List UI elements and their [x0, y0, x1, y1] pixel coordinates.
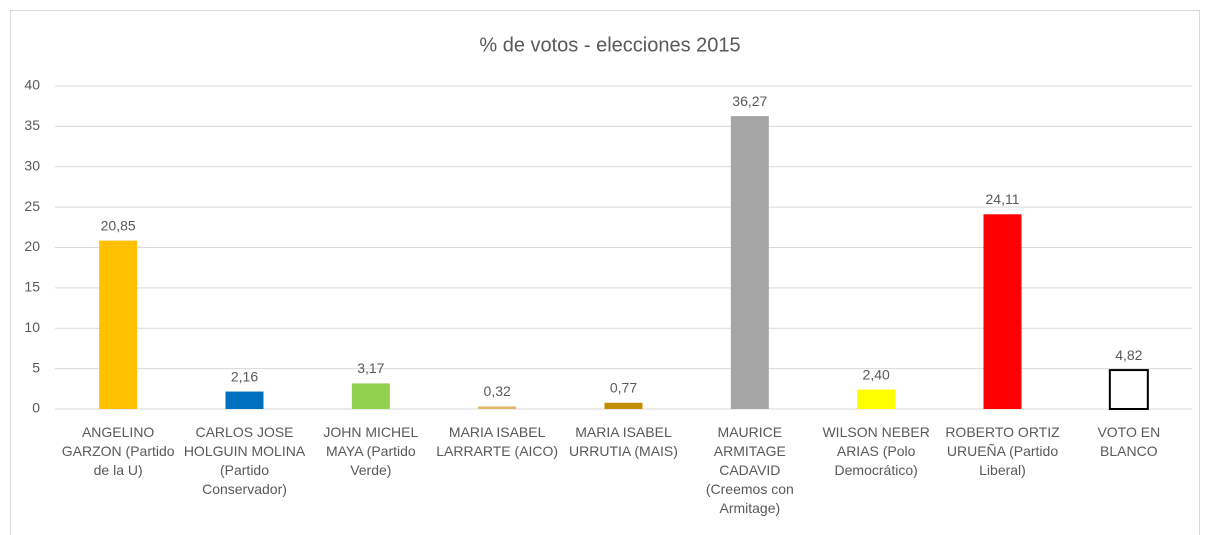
x-tick-label: MARIA ISABEL URRUTIA (MAIS)	[569, 424, 678, 459]
value-label: 36,27	[732, 93, 767, 109]
chart-title: % de votos - elecciones 2015	[479, 34, 740, 56]
y-tick-label: 35	[24, 117, 40, 133]
y-tick-label: 5	[32, 359, 40, 375]
x-tick-label: WILSON NEBER ARIAS (Polo Democrático)	[822, 424, 930, 478]
y-tick-label: 15	[24, 279, 40, 295]
x-tick-label: JOHN MICHEL MAYA (Partido Verde)	[323, 424, 419, 478]
y-tick-label: 0	[32, 400, 40, 416]
x-tick-label: MAURICE ARMITAGE CADAVID (Creemos con Ar…	[705, 424, 794, 516]
value-label: 2,40	[863, 366, 890, 382]
value-label: 4,82	[1115, 347, 1142, 363]
value-label: 24,11	[986, 191, 1020, 207]
bar	[225, 391, 264, 409]
x-tick-label: VOTO EN BLANCO	[1097, 424, 1161, 459]
bar	[857, 389, 896, 409]
y-tick-label: 30	[24, 157, 40, 173]
y-tick-label: 20	[24, 238, 40, 254]
bar	[478, 406, 517, 409]
value-label: 2,16	[231, 368, 258, 384]
x-tick-label: ANGELINO GARZON (Partido de la U)	[61, 424, 175, 478]
y-tick-label: 10	[24, 319, 40, 335]
x-tick-label: CARLOS JOSE HOLGUIN MOLINA (Partido Cons…	[183, 424, 306, 497]
bar	[730, 116, 769, 409]
value-label: 3,17	[357, 360, 384, 376]
bar	[604, 402, 643, 409]
value-label: 0,32	[484, 383, 511, 399]
bar	[1108, 369, 1149, 410]
value-label: 0,77	[610, 379, 637, 395]
y-tick-label: 40	[24, 77, 40, 93]
x-tick-label: MARIA ISABEL LARRARTE (AICO)	[436, 424, 559, 459]
x-tick-label: ROBERTO ORTIZ URUEÑA (Partido Liberal)	[945, 424, 1060, 478]
bar	[351, 383, 390, 409]
bar	[99, 240, 138, 409]
value-label: 20,85	[101, 217, 136, 233]
bar	[983, 214, 1022, 409]
y-tick-label: 25	[24, 198, 40, 214]
